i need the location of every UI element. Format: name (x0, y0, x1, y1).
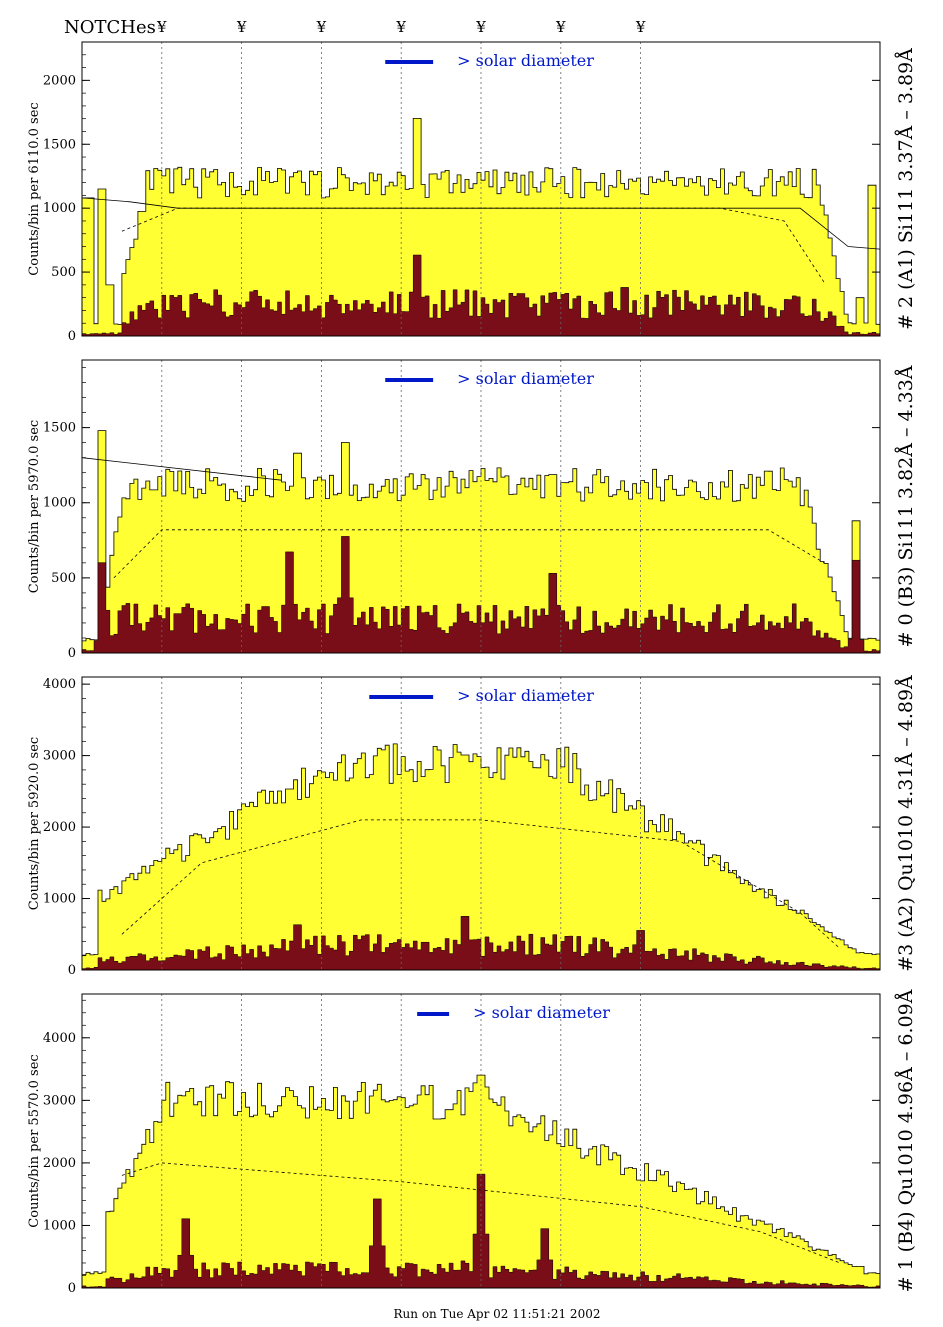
y-tick-label: 0 (68, 646, 76, 661)
y-tick-label: 0 (68, 1281, 76, 1296)
y-tick-label: 500 (51, 571, 76, 586)
model-curve (121, 1162, 841, 1264)
y-tick-label: 4000 (43, 677, 76, 692)
y-tick-label: 1000 (43, 201, 76, 216)
panel-2: 0 1000 2000 3000 4000 Counts/bin per 5920.0 s… (27, 675, 917, 978)
y-tick-label: 1000 (43, 1218, 76, 1233)
filter-label: # 1 (B4) Qu1010 4.96Å – 6.09Å (895, 989, 917, 1292)
spectrum-area (82, 743, 880, 970)
solar-diameter-label: > solar diameter (457, 51, 594, 70)
notches-title: NOTCHes (64, 17, 156, 38)
notch-mark: ¥ (395, 18, 406, 36)
background-fit (82, 197, 880, 250)
y-tick-label: 500 (51, 265, 76, 280)
model-curve (121, 819, 841, 949)
notch-mark: ¥ (555, 18, 566, 36)
notch-mark: ¥ (236, 18, 247, 36)
y-axis-label: Counts/bin per 5570.0 sec (27, 1054, 42, 1227)
solar-diameter-label: > solar diameter (457, 369, 594, 388)
y-tick-label: 2000 (43, 820, 76, 835)
y-tick-label: 4000 (43, 1031, 76, 1046)
y-axis-label: Counts/bin per 5970.0 sec (27, 420, 42, 593)
filter-label: # 2 (A1) Si111 3.37Å – 3.89Å (895, 48, 917, 330)
notch-mark: ¥ (635, 18, 646, 36)
solar-diameter-label: > solar diameter (457, 686, 594, 705)
notch-mark: ¥ (156, 18, 167, 36)
y-axis-label: Counts/bin per 5920.0 sec (27, 737, 42, 910)
plot-frame (81, 41, 881, 337)
solar-diameter-label: > solar diameter (473, 1003, 610, 1022)
residual-area (82, 536, 880, 653)
y-tick-label: 1000 (43, 892, 76, 907)
notch-markers: ¥ ¥ ¥ ¥ ¥ ¥ ¥ (156, 18, 646, 36)
y-tick-label: 0 (68, 329, 76, 344)
y-tick-label: 2000 (43, 1156, 76, 1171)
plot-frame (81, 993, 881, 1289)
run-timestamp: Run on Tue Apr 02 11:51:21 2002 (394, 1307, 601, 1321)
y-tick-label: 3000 (43, 1093, 76, 1108)
model-curve (121, 207, 825, 283)
plot-frame (81, 359, 881, 654)
y-axis-label: Counts/bin per 6110.0 sec (27, 102, 42, 275)
y-tick-label: 1500 (43, 421, 76, 436)
y-tick-label: 1000 (43, 496, 76, 511)
notch-mark: ¥ (316, 18, 327, 36)
filter-label: #3 (A2) Qu1010 4.31Å – 4.89Å (895, 675, 917, 972)
y-tick-label: 2000 (43, 73, 76, 88)
filter-label: # 0 (B3) Si111 3.82Å – 4.33Å (895, 365, 917, 647)
background-fit (82, 457, 282, 481)
y-tick-label: 1500 (43, 137, 76, 152)
notch-mark: ¥ (475, 18, 486, 36)
plot-frame (81, 676, 881, 971)
y-tick-label: 0 (68, 963, 76, 978)
y-tick-label: 3000 (43, 749, 76, 764)
